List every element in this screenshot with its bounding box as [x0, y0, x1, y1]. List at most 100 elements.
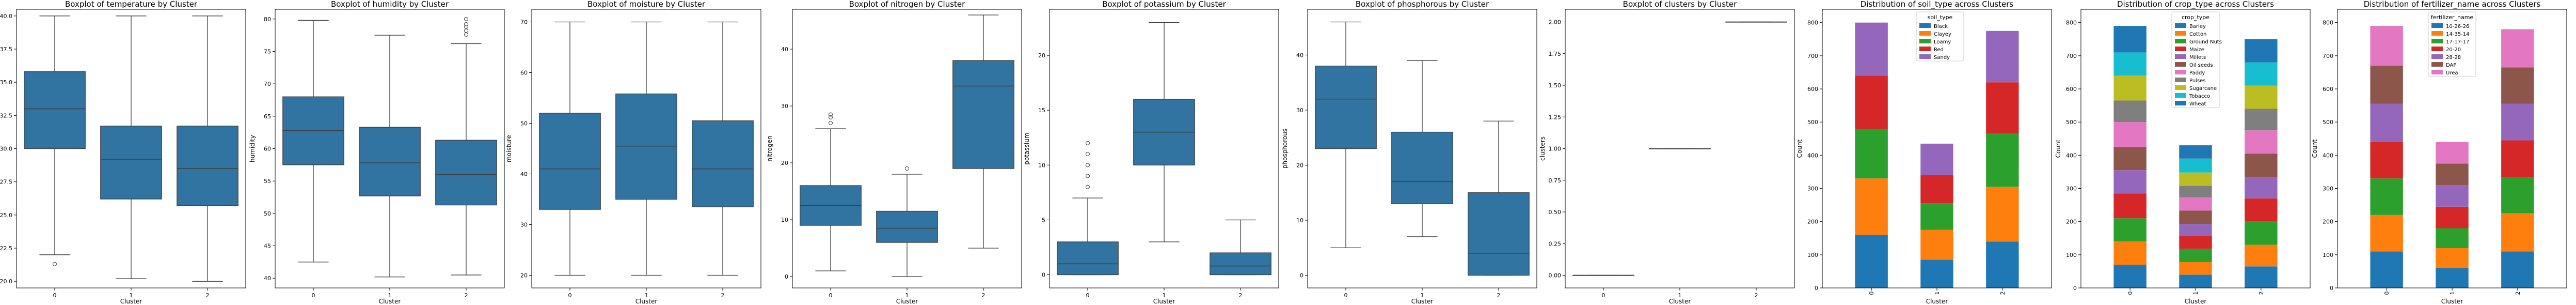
bar-stack-1: [2179, 145, 2212, 288]
y-tick-label: 60: [520, 70, 528, 77]
legend-entry: Clayey: [1934, 32, 1951, 37]
box-body: [177, 126, 238, 206]
legend: soil_type Black Clayey Loamy Red Sandy: [1916, 11, 1964, 62]
chart-title: Distribution of soil_type across Cluster…: [1861, 0, 2014, 9]
bar-segment: [1986, 82, 2019, 134]
y-tick-label: 30: [520, 222, 528, 228]
y-tick-label: 20: [1038, 52, 1045, 59]
bar-segment: [2179, 210, 2212, 224]
legend: fertilizer_name 10-26-26 14-35-14 17-17-17 2…: [2428, 11, 2476, 77]
y-axis-label: Count: [2055, 139, 2062, 158]
y-tick-label: 100: [2066, 252, 2077, 258]
y-tick-label: 0: [1815, 285, 1818, 292]
y-tick-label: 0: [785, 273, 788, 280]
bar-segment: [1920, 260, 1953, 288]
x-tick-label: 1: [1421, 292, 1424, 299]
x-tick-label: 1: [1163, 292, 1166, 299]
legend-entry: Millets: [2189, 55, 2206, 60]
x-axis-label: Cluster: [1153, 298, 1175, 305]
y-tick-label: 32.5: [0, 112, 12, 119]
x-tick-label: 2: [721, 292, 725, 299]
axes-frame: [531, 9, 761, 288]
bar-segment: [2436, 248, 2469, 268]
outlier-point: [464, 17, 468, 21]
legend-swatch: [2431, 62, 2443, 67]
y-tick-label: 20: [520, 272, 528, 279]
chart-title: Boxplot of potassium by Cluster: [1102, 0, 1226, 9]
bar-segment: [2245, 130, 2278, 154]
bar-segment: [1855, 22, 1888, 76]
bar-segment: [2113, 147, 2146, 171]
outlier-point: [829, 121, 833, 125]
legend-entry: 28-28: [2446, 55, 2461, 60]
bar-segment: [2179, 262, 2212, 275]
axes-frame: [2337, 9, 2567, 288]
box-2: [1468, 120, 1530, 276]
bar-segment: [2370, 178, 2403, 215]
legend-swatch: [1919, 54, 1931, 59]
outlier-point: [464, 32, 468, 37]
bar-segment: [1920, 230, 1953, 260]
chart-panel-0: Boxplot of temperature by Cluster 20.0 22.…: [0, 0, 246, 305]
x-tick-label: 0: [1868, 292, 1875, 295]
y-tick-label: 500: [1807, 119, 1818, 126]
y-tick-label: 700: [2323, 53, 2333, 59]
bar-segment: [2179, 249, 2212, 262]
bar-segment: [2501, 213, 2534, 252]
legend-swatch: [2175, 85, 2186, 90]
x-tick-label: 2: [2515, 292, 2521, 295]
legend-swatch: [2175, 70, 2186, 74]
box-2: [1725, 21, 1787, 23]
y-tick-label: 20: [781, 160, 788, 166]
y-tick-label: 37.5: [0, 46, 12, 53]
legend-entry: Loamy: [1934, 39, 1951, 45]
legend-entry: Pulses: [2189, 78, 2206, 84]
axes-frame: [1822, 9, 2052, 288]
bar-segment: [2179, 145, 2212, 159]
axes-frame: [1565, 9, 1795, 288]
bar-segment: [1920, 203, 1953, 230]
chart-panel-1: Boxplot of humidity by Cluster 40 45 50 55 60…: [249, 0, 505, 305]
y-tick-label: 10: [1296, 217, 1303, 224]
chart-title: Boxplot of phosphorous by Cluster: [1356, 0, 1489, 9]
chart-panel-4: Boxplot of potassium by Cluster05101520p…: [1023, 0, 1279, 305]
x-tick-label: 0: [1344, 292, 1348, 299]
y-tick-label: 40: [264, 275, 271, 282]
legend-swatch: [2431, 23, 2443, 28]
legend-entry: Sandy: [1934, 55, 1950, 60]
y-axis-label: humidity: [249, 135, 256, 162]
x-axis-label: Cluster: [2441, 298, 2463, 305]
y-tick-label: 200: [2066, 219, 2077, 225]
bar-segment: [2113, 52, 2146, 76]
bar-segment: [2245, 266, 2278, 288]
legend-swatch: [1919, 39, 1931, 43]
bar-segment: [2245, 245, 2278, 267]
x-tick-label: 2: [1497, 292, 1501, 299]
bar-segment: [1986, 133, 2019, 187]
x-axis-label: Cluster: [1411, 298, 1434, 305]
bar-segment: [2179, 224, 2212, 236]
y-tick-label: 0: [1042, 272, 1045, 279]
y-axis-label: Count: [1796, 139, 1803, 158]
bar-segment: [2113, 218, 2146, 242]
legend-entry: Barley: [2189, 24, 2206, 29]
y-axis-label: potassium: [1023, 132, 1030, 164]
legend-entry: Black: [1934, 24, 1948, 29]
x-tick-label: 2: [206, 292, 210, 299]
y-tick-label: 75: [264, 48, 271, 55]
x-tick-label: 0: [312, 292, 315, 299]
bar-segment: [1986, 187, 2019, 242]
y-tick-label: 30: [781, 103, 788, 110]
x-tick-label: 1: [1678, 292, 1682, 299]
y-tick-label: 20.0: [0, 278, 12, 285]
legend-entry: Sugarcane: [2189, 86, 2217, 91]
axes-frame: [1049, 9, 1279, 288]
box-2: [952, 14, 1014, 249]
axes-frame: [2080, 9, 2311, 288]
box-body: [1210, 252, 1271, 276]
x-axis-label: Cluster: [120, 298, 142, 305]
outlier-point: [1086, 152, 1090, 157]
y-tick-label: 100: [1807, 252, 1818, 258]
bar-segment: [2501, 251, 2534, 288]
y-tick-label: 1.25: [1549, 114, 1562, 120]
